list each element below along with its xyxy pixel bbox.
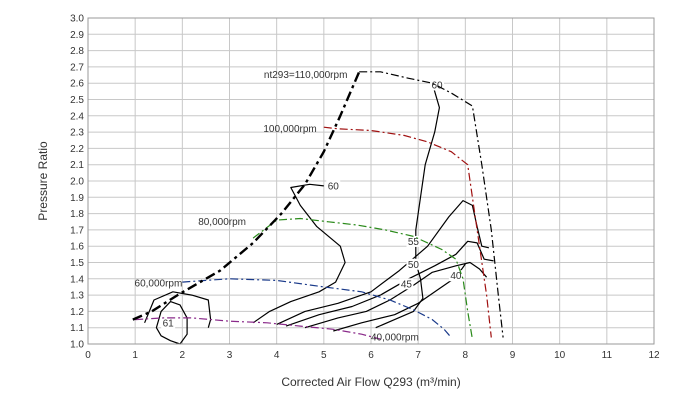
y-tick-label: 1.0 — [70, 340, 84, 351]
x-tick-label: 12 — [648, 350, 660, 361]
y-tick-label: 1.9 — [70, 193, 84, 204]
efficiency-contour-45 — [304, 261, 488, 329]
y-tick-label: 1.1 — [70, 323, 84, 334]
efficiency-contour-55 — [276, 200, 490, 325]
grid — [87, 17, 655, 345]
contour-label-bg — [399, 278, 414, 290]
y-tick-label: 2.3 — [70, 128, 84, 139]
y-tick-labels: 1.0 1.1 1.2 1.3 1.4 1.5 1.6 1.7 1.8 1.9 2.0 2.1 2.2 2… — [70, 14, 84, 351]
y-tick-label: 2.1 — [70, 160, 84, 171]
contour-label: 60 — [328, 182, 340, 193]
y-tick-label: 2.9 — [70, 30, 84, 41]
y-tick-label: 2.6 — [70, 79, 84, 90]
x-axis-title: Corrected Air Flow Q293 (m³/min) — [281, 375, 460, 389]
speed-label: 80,000rpm — [198, 217, 246, 228]
contour-label-bg — [406, 235, 421, 247]
y-tick-label: 2.7 — [70, 62, 84, 73]
y-tick-label: 1.5 — [70, 258, 84, 269]
x-tick-label: 6 — [368, 350, 374, 361]
x-tick-label: 4 — [274, 350, 280, 361]
y-tick-label: 3.0 — [70, 14, 84, 25]
plot-frame — [87, 17, 655, 345]
contour-label: 45 — [401, 279, 413, 290]
x-tick-label: 11 — [602, 350, 613, 361]
speed-line-3 — [182, 278, 452, 338]
contour-label-bg — [161, 317, 176, 329]
x-tick-label: 2 — [180, 350, 186, 361]
contour-label-bg — [326, 180, 341, 192]
speed-line-1 — [323, 126, 492, 338]
y-tick-label: 1.6 — [70, 242, 84, 253]
contour-label-bg — [430, 79, 445, 91]
speed-label: 40,000rpm — [371, 332, 419, 343]
contour-label-bg — [406, 258, 421, 270]
speed-label: 100,000rpm — [263, 124, 316, 135]
y-tick-label: 2.8 — [70, 46, 84, 57]
x-tick-label: 3 — [227, 350, 233, 361]
efficiency-contour-50 — [285, 240, 494, 327]
efficiency-contour-60 — [375, 83, 440, 329]
contour-label: 50 — [408, 260, 420, 271]
y-tick-label: 1.4 — [70, 274, 84, 285]
y-tick-label: 1.8 — [70, 209, 84, 220]
y-tick-label: 1.2 — [70, 307, 84, 318]
x-tick-label: 1 — [132, 350, 138, 361]
speed-label: 60,000rpm — [135, 279, 183, 290]
y-tick-label: 1.3 — [70, 291, 84, 302]
annotations: nt293=110,000rpm 100,000rpm 80,000rpm 60,00… — [135, 70, 419, 343]
x-tick-label: 9 — [510, 350, 516, 361]
efficiency-contour-61 — [155, 301, 188, 345]
y-tick-label: 1.7 — [70, 225, 84, 236]
y-axis-title: Pressure Ratio — [36, 141, 50, 221]
x-tick-label: 10 — [554, 350, 566, 361]
speed-line-2 — [252, 217, 473, 340]
speed-label: nt293=110,000rpm — [264, 70, 348, 81]
y-tick-label: 2.0 — [70, 177, 84, 188]
x-tick-label: 5 — [321, 350, 327, 361]
surge-line — [132, 71, 361, 321]
contour-label-bg — [448, 270, 463, 282]
contour-label: 40 — [450, 271, 462, 282]
y-tick-label: 2.2 — [70, 144, 84, 155]
x-tick-labels: 0 1 2 3 4 5 6 7 8 9 10 11 12 — [85, 350, 660, 361]
x-tick-label: 7 — [415, 350, 421, 361]
contour-label: 55 — [408, 237, 420, 248]
efficiency-contour-60 — [252, 183, 346, 324]
y-tick-label: 2.5 — [70, 95, 84, 106]
x-tick-label: 0 — [85, 350, 91, 361]
contour-label: 61 — [163, 318, 175, 329]
y-tick-label: 2.4 — [70, 111, 84, 122]
x-tick-label: 8 — [463, 350, 469, 361]
speed-line-4 — [135, 317, 381, 340]
speed-line-0 — [359, 71, 504, 338]
